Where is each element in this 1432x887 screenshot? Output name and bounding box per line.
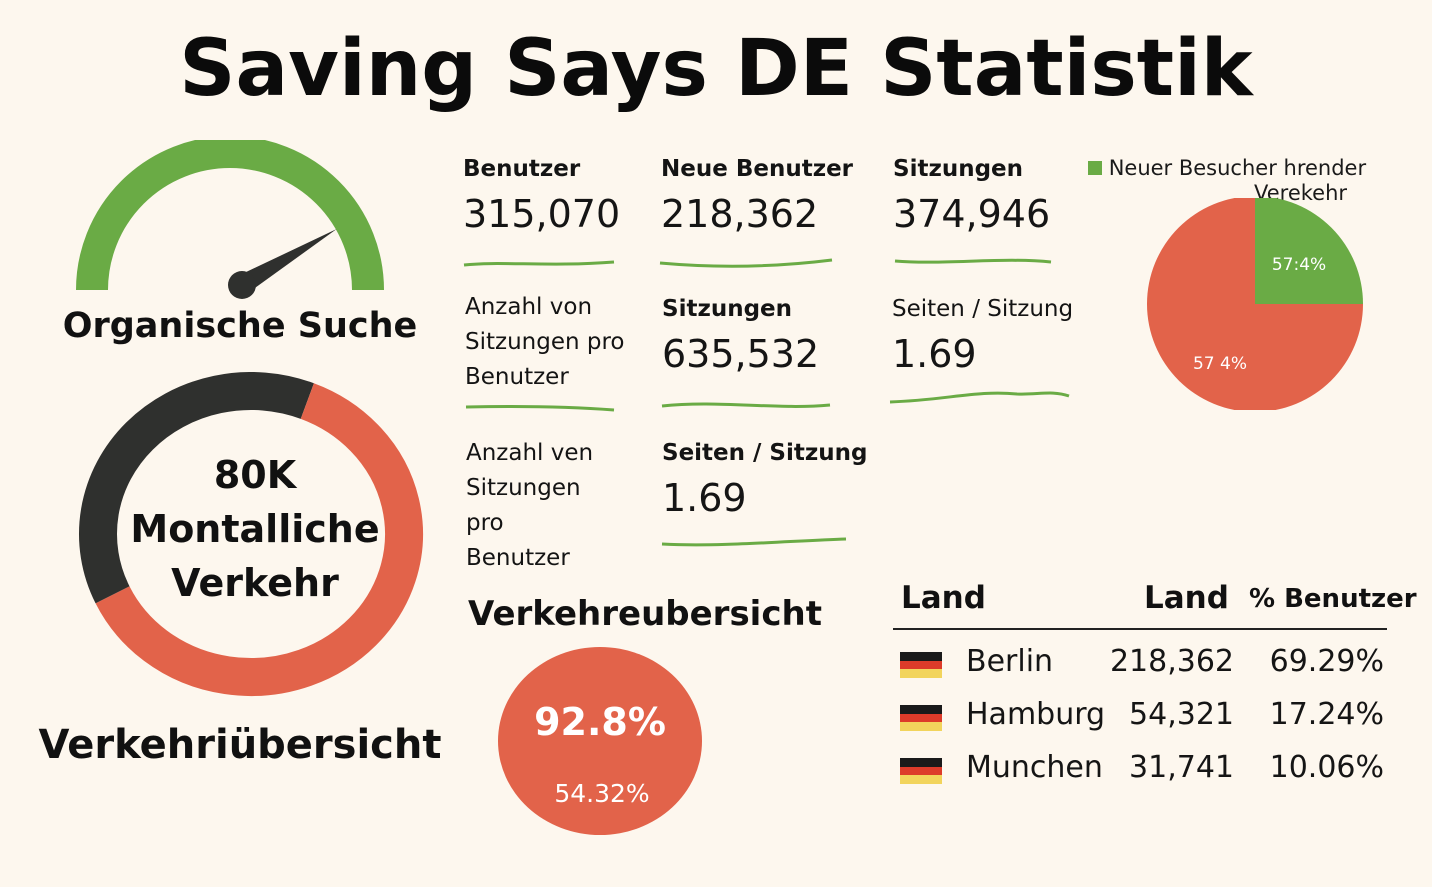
table-cell-users: 54,321 <box>1129 697 1234 732</box>
stat-benutzer-label: Benutzer <box>463 156 581 182</box>
table-divider <box>893 628 1387 630</box>
traffic-bubble <box>498 647 702 835</box>
table-cell-city: Hamburg <box>966 697 1106 732</box>
legend-swatch-green <box>1088 161 1102 175</box>
divider-squiggle <box>659 258 833 268</box>
donut-line3: Verkehr <box>171 561 339 605</box>
germany-flag-icon <box>900 705 942 731</box>
stat-seiten-mid-label: Seiten / Sitzung <box>892 296 1074 322</box>
stat-anzahl-line2: Sitzungen pro <box>465 329 625 355</box>
pie-slice-red <box>1147 198 1363 410</box>
stat-anzahl-label: Anzahl von Sitzungen pro Benutzer <box>465 290 625 395</box>
divider-squiggle <box>661 537 847 547</box>
table-header-land: Land <box>901 580 986 616</box>
gauge-arc <box>76 140 384 291</box>
visitor-pie-chart: 57:4% 57 4% <box>1147 198 1363 410</box>
table-header-land-2: Land <box>1144 580 1229 616</box>
pie-label-red: 57 4% <box>1193 354 1247 374</box>
table-cell-users: 31,741 <box>1129 750 1234 785</box>
speedometer-gauge-icon <box>76 140 384 299</box>
stat-benutzer-value: 315,070 <box>463 192 621 236</box>
stat-anzahl-2-line3: pro <box>466 510 504 536</box>
table-cell-city: Munchen <box>966 750 1103 785</box>
page-title: Saving Says DE Statistik <box>179 24 1253 114</box>
divider-squiggle <box>465 404 615 412</box>
pie-label-green: 57:4% <box>1272 255 1326 275</box>
divider-squiggle <box>661 402 831 408</box>
table-cell-pct: 17.24% <box>1269 697 1384 732</box>
stat-anzahl-2-line1: Anzahl ven <box>466 440 594 466</box>
stat-sitzungen-mid-value: 635,532 <box>662 332 820 376</box>
donut-center-text: 80K Montalliche Verkehr <box>110 448 400 610</box>
pie-slice-green <box>1255 198 1363 304</box>
divider-squiggle <box>463 260 615 267</box>
table-cell-pct: 10.06% <box>1269 750 1384 785</box>
stat-sitzungen-value: 374,946 <box>893 192 1051 236</box>
traffic-donut-chart <box>79 372 423 696</box>
stat-sitzungen-mid-label: Sitzungen <box>662 296 793 322</box>
bubble-sub-value: 54.32% <box>554 779 650 808</box>
stat-anzahl-line1: Anzahl von <box>465 294 593 320</box>
stat-seiten-low-label: Seiten / Sitzung <box>662 440 868 466</box>
legend-label-1: Neuer Besucher hrender <box>1108 156 1367 180</box>
table-cell-users: 218,362 <box>1109 644 1234 679</box>
divider-squiggle <box>894 258 1052 264</box>
divider-squiggle <box>889 391 1070 404</box>
stat-neue-benutzer-value: 218,362 <box>661 192 819 236</box>
traffic-overview-title: Verkehreubersicht <box>468 594 822 634</box>
donut-segment-red <box>95 383 423 696</box>
bubble-main-value: 92.8% <box>534 700 666 744</box>
gauge-needle <box>228 229 337 299</box>
table-cell-pct: 69.29% <box>1269 644 1384 679</box>
stat-neue-benutzer-label: Neue Benutzer <box>661 156 854 182</box>
stat-anzahl-line3: Benutzer <box>465 364 569 390</box>
table-cell-city: Berlin <box>966 644 1054 679</box>
stat-anzahl-2-line4: Benutzer <box>466 545 570 571</box>
stat-seiten-mid-value: 1.69 <box>892 332 977 376</box>
donut-value: 80K <box>213 453 297 497</box>
left-overview-title: Verkehriübersicht <box>38 722 442 768</box>
stat-anzahl-2-line2: Sitzungen <box>466 475 581 501</box>
table-header-benutzer: % Benutzer <box>1249 584 1417 614</box>
stat-anzahl-2-label: Anzahl ven Sitzungen pro Benutzer <box>466 436 593 576</box>
donut-line2: Montalliche <box>130 507 380 551</box>
germany-flag-icon <box>900 652 942 678</box>
gauge-label: Organische Suche <box>62 306 418 346</box>
germany-flag-icon <box>900 758 942 784</box>
donut-segment-dark <box>79 372 314 604</box>
stat-seiten-low-value: 1.69 <box>662 476 747 520</box>
stat-sitzungen-label: Sitzungen <box>893 156 1024 182</box>
